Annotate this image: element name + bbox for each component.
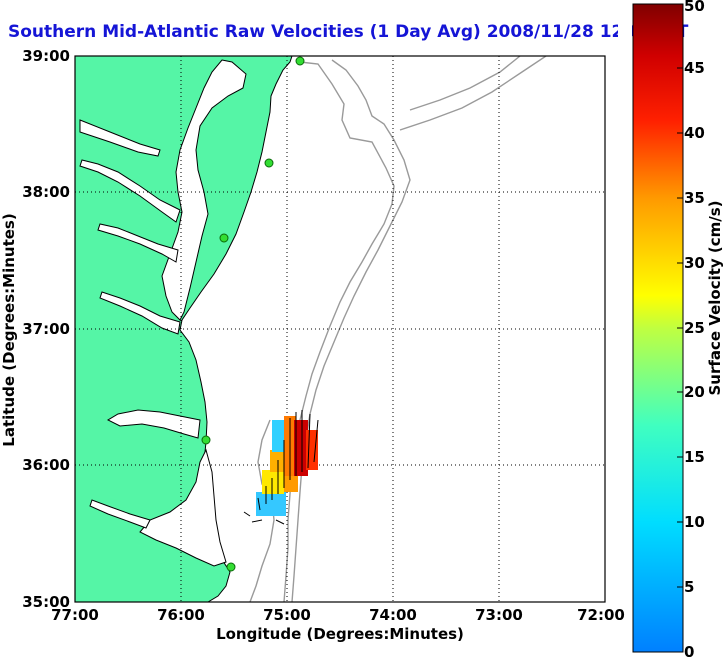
colorbar-tick-label: 25 — [684, 319, 705, 337]
lat-tick-label: 38:00 — [22, 183, 70, 201]
lat-tick-label: 35:00 — [22, 593, 70, 611]
upper-bay-inlet — [79, 119, 161, 157]
lon-tick-label: 73:00 — [475, 606, 523, 624]
colorbar-overlap — [618, 18, 632, 44]
colorbar-tick-labels: 0 5 10 15 20 25 30 35 40 45 50 — [684, 0, 705, 659]
lat-tick-label: 39:00 — [22, 47, 70, 65]
colorbar-ticks — [677, 3, 683, 653]
map-title: Southern Mid-Atlantic Raw Velocities (1 … — [8, 22, 689, 42]
colorbar-tick-label: 40 — [684, 124, 705, 142]
lon-tick-label: 75:00 — [263, 606, 311, 624]
radar-stations — [201, 56, 305, 572]
lon-tick-label: 77:00 — [51, 606, 99, 624]
lon-tick-label: 72:00 — [577, 606, 625, 624]
plot-frame — [74, 55, 606, 603]
chesapeake-bay — [161, 59, 247, 321]
james-river — [99, 291, 181, 335]
station-marker — [219, 233, 229, 243]
colorbar-tick-label: 30 — [684, 254, 705, 272]
neuse-river — [89, 499, 151, 529]
lon-tick-label: 74:00 — [369, 606, 417, 624]
station-marker — [295, 56, 305, 66]
y-axis-label: Latitude (Degrees:Minutes) — [0, 213, 18, 446]
colorbar-label: Surface Velocity (cm/s) — [706, 200, 724, 395]
colorbar — [632, 3, 684, 653]
station-marker — [226, 562, 236, 572]
pamlico-sound — [139, 448, 227, 567]
colorbar-tick-label: 45 — [684, 59, 705, 77]
map-area — [75, 56, 605, 602]
colorbar-tick-label: 20 — [684, 383, 705, 401]
lon-ticks: 77:00 76:00 75:00 74:00 73:00 72:00 — [51, 606, 625, 624]
colorbar-tick-label: 50 — [684, 0, 705, 15]
colorbar-tick-label: 0 — [684, 643, 694, 659]
station-marker — [264, 158, 274, 168]
velocity-arrows — [243, 410, 319, 525]
x-axis-label: Longitude (Degrees:Minutes) — [216, 625, 464, 643]
lat-ticks: 39:00 38:00 37:00 36:00 35:00 — [22, 47, 70, 611]
lat-tick-label: 36:00 — [22, 456, 70, 474]
rappahannock-river — [97, 223, 179, 263]
lat-tick-label: 37:00 — [22, 320, 70, 338]
potomac-river — [79, 159, 181, 223]
colorbar-tick-label: 10 — [684, 513, 705, 531]
albemarle-sound — [106, 409, 201, 439]
lon-tick-label: 76:00 — [157, 606, 205, 624]
station-marker — [201, 435, 211, 445]
colorbar-tick-label: 15 — [684, 448, 705, 466]
grid-lines — [75, 56, 605, 602]
colorbar-tick-label: 5 — [684, 578, 694, 596]
colorbar-tick-label: 35 — [684, 189, 705, 207]
